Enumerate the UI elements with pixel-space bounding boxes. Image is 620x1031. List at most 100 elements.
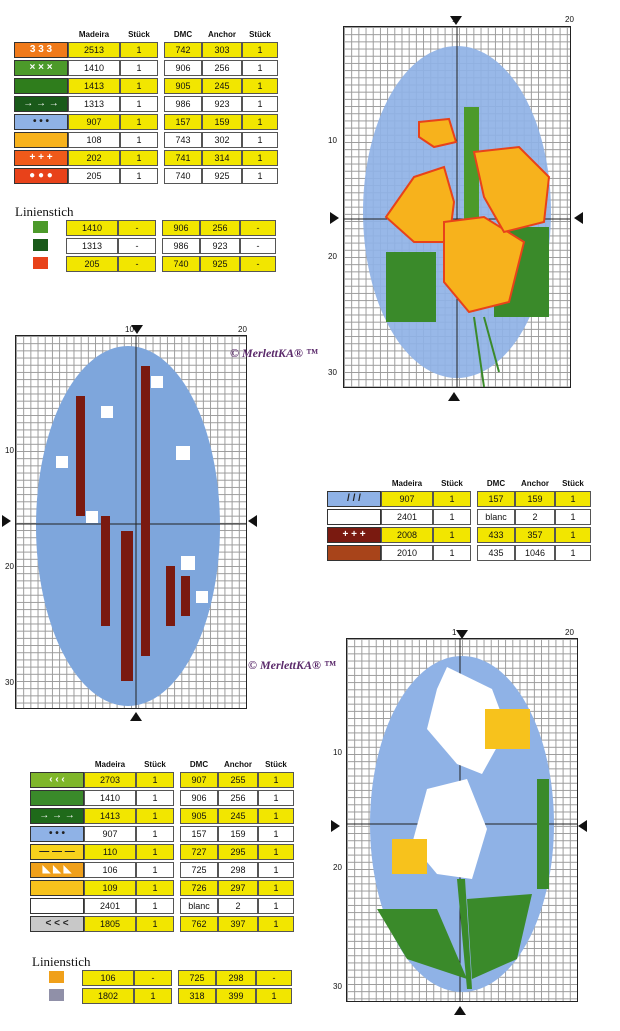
dmc-code: 906 [180, 790, 218, 806]
anchor-code: 397 [218, 916, 258, 932]
header-stueck: Stück [128, 30, 150, 39]
line-color-sample [32, 257, 48, 269]
chart3-motif [347, 639, 577, 1001]
anchor-code: 923 [202, 96, 242, 112]
dmc-code: 762 [180, 916, 218, 932]
chart3-center-marker-right [578, 820, 587, 832]
dmc-code: 726 [180, 880, 218, 896]
stitch-symbol-swatch: ◣ ◣ ◣ [30, 862, 84, 878]
anchor-code: 2 [515, 509, 555, 525]
stitch-symbol-glyph [330, 510, 378, 522]
color-key-row: × × × 1410 1 906 256 1 [14, 60, 278, 76]
chart3-axis-left-10: 10 [333, 748, 342, 757]
stitch-symbol-glyph [33, 899, 81, 911]
stitch-symbol-glyph [330, 546, 378, 558]
dmc-code: 743 [164, 132, 202, 148]
anchor-code: 1046 [515, 545, 555, 561]
dmc-code: 725 [180, 862, 218, 878]
madeira-code: 2401 [381, 509, 433, 525]
stitch-symbol-swatch: ● ● ● [14, 168, 68, 184]
madeira-count: - [118, 238, 156, 254]
color-key-row: 1413 1 905 245 1 [14, 78, 278, 94]
line-stitch-row: 1802 1 318 399 1 [30, 988, 292, 1004]
madeira-code: 110 [84, 844, 136, 860]
color-key-row: 2401 1 blanc 2 1 [30, 898, 294, 914]
header-stueck-2: Stück [441, 479, 463, 488]
color-key-row: ‹ ‹ ‹ 2703 1 907 255 1 [30, 772, 294, 788]
chart1-pattern-grid [343, 26, 571, 388]
line-stitch-swatch [14, 220, 66, 236]
madeira-count: 1 [433, 491, 471, 507]
header-anchor-3: Anchor [224, 760, 252, 769]
madeira-code: 1413 [84, 808, 136, 824]
stitch-symbol-glyph [33, 881, 81, 893]
madeira-code: 106 [84, 862, 136, 878]
chart1-center-marker-top [450, 16, 462, 25]
color-key-row: 108 1 743 302 1 [14, 132, 278, 148]
stitch-symbol-swatch: → → → [30, 808, 84, 824]
stitch-symbol-glyph: ‹ ‹ ‹ [49, 774, 65, 785]
line-stitch-row: 205-740 925- [14, 256, 276, 272]
madeira-count: 1 [134, 988, 172, 1004]
chart2-center-marker-left [2, 515, 11, 527]
header-stueck2: Stück [249, 30, 271, 39]
chart2-axis-left-30: 30 [5, 678, 14, 687]
stitch-symbol-glyph: 3 3 3 [29, 44, 53, 55]
dmc-code: 906 [162, 220, 200, 236]
anchor-code: 159 [218, 826, 258, 842]
chart3-axis-left-30: 30 [333, 982, 342, 991]
chart3-center-marker-bottom [454, 1006, 466, 1015]
header-anchor: Anchor [208, 30, 236, 39]
stitch-symbol-swatch [327, 545, 381, 561]
anchor-code: 295 [218, 844, 258, 860]
anchor-count: 1 [242, 60, 278, 76]
stitch-symbol-glyph: ● ● ● [29, 170, 53, 181]
madeira-code: 907 [68, 114, 120, 130]
anchor-count: 1 [242, 78, 278, 94]
madeira-code: 2010 [381, 545, 433, 561]
anchor-count: 1 [555, 509, 591, 525]
stitch-symbol-swatch: + + + [14, 150, 68, 166]
color-key-row: → → → 1413 1 905 245 1 [30, 808, 294, 824]
header-dmc-3: DMC [189, 760, 209, 769]
anchor-count: 1 [242, 132, 278, 148]
anchor-code: 256 [218, 790, 258, 806]
stitch-symbol-glyph: ◣ ◣ ◣ [42, 864, 72, 875]
dmc-code: 741 [164, 150, 202, 166]
dmc-code: 906 [164, 60, 202, 76]
line-stitch-table-3: 106-725 298-1802 1 318 399 1 [30, 968, 292, 1006]
color-key-row: 1410 1 906 256 1 [30, 790, 294, 806]
madeira-code: 2513 [68, 42, 120, 58]
dmc-code: 727 [180, 844, 218, 860]
madeira-code: 106 [82, 970, 134, 986]
anchor-count: 1 [242, 42, 278, 58]
madeira-count: - [118, 220, 156, 236]
dmc-code: 742 [164, 42, 202, 58]
madeira-count: 1 [136, 916, 174, 932]
madeira-count: 1 [136, 826, 174, 842]
header-madeira: Madeira [78, 30, 110, 39]
madeira-code: 108 [68, 132, 120, 148]
line-stitch-row: 106-725 298- [30, 970, 292, 986]
dmc-code: 725 [178, 970, 216, 986]
color-key-row: ● ● ● 205 1 740 925 1 [14, 168, 278, 184]
anchor-code: 399 [216, 988, 256, 1004]
anchor-code: 245 [218, 808, 258, 824]
madeira-count: - [118, 256, 156, 272]
chart3-pattern-grid [346, 638, 578, 1002]
stitch-symbol-swatch [327, 509, 381, 525]
madeira-count: 1 [120, 96, 158, 112]
header-stueck2-2: Stück [562, 479, 584, 488]
line-color-sample [32, 221, 48, 233]
stitch-symbol-glyph: — — — [39, 846, 75, 857]
stitch-symbol-swatch: + + + [327, 527, 381, 543]
chart2-center-marker-bottom [130, 712, 142, 721]
chart1-axis-top-20: 20 [565, 15, 574, 24]
anchor-code: 159 [515, 491, 555, 507]
chart2-motif [16, 336, 246, 708]
dmc-code: blanc [180, 898, 218, 914]
anchor-count: 1 [258, 898, 294, 914]
anchor-count: 1 [555, 527, 591, 543]
anchor-code: 2 [218, 898, 258, 914]
madeira-code: 1410 [84, 790, 136, 806]
